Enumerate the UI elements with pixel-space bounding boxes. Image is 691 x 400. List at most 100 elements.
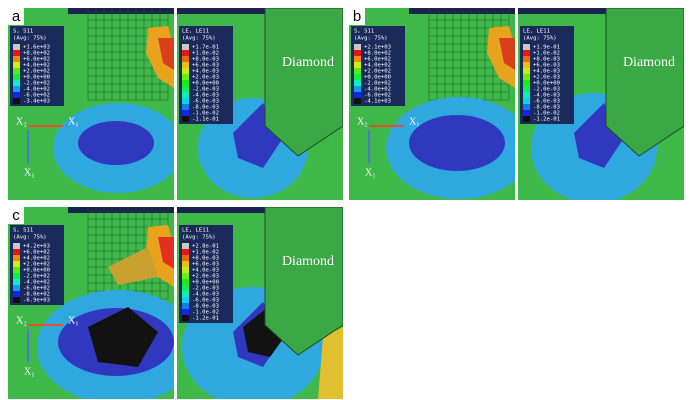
legend-swatch bbox=[523, 74, 530, 80]
legend-value: -1.0e-02 bbox=[192, 310, 219, 316]
legend-swatch bbox=[182, 249, 189, 255]
diamond-shape bbox=[264, 8, 343, 157]
legend-value: +2.1e+03 bbox=[364, 45, 391, 51]
legend-swatch bbox=[13, 80, 20, 86]
legend-swatch bbox=[13, 86, 20, 92]
legend-swatch bbox=[354, 92, 361, 98]
legend-swatch bbox=[13, 267, 20, 273]
legend-swatch bbox=[182, 279, 189, 285]
legend-swatch bbox=[523, 86, 530, 92]
legend-swatch bbox=[182, 297, 189, 303]
legend-swatch bbox=[523, 110, 530, 116]
legend-swatch bbox=[523, 62, 530, 68]
legend-swatch bbox=[13, 68, 20, 74]
legend-value: -4.0e+02 bbox=[23, 87, 50, 93]
legend-value: +4.0e+02 bbox=[23, 256, 50, 262]
legend-value: -1.0e-02 bbox=[192, 111, 219, 117]
compress-core bbox=[78, 121, 154, 165]
legend-value: -6.0e-03 bbox=[192, 298, 219, 304]
legend-value: +4.2e+03 bbox=[23, 244, 50, 250]
legend-value: +2.0e-03 bbox=[533, 75, 560, 81]
legend-value: +2.0e+02 bbox=[23, 69, 50, 75]
legend-subtitle: (Avg: 75%) bbox=[354, 36, 388, 42]
legend-swatch bbox=[182, 309, 189, 315]
legend-swatch bbox=[13, 243, 20, 249]
axis-label: X₁ bbox=[409, 116, 420, 127]
diamond-label: Diamond bbox=[282, 254, 334, 269]
panel-letter: a bbox=[12, 8, 21, 25]
divider bbox=[174, 8, 177, 200]
legend-value: +6.0e+02 bbox=[364, 57, 391, 63]
legend-title: LE, LE11 bbox=[523, 29, 550, 35]
legend-subtitle: (Avg: 75%) bbox=[182, 36, 216, 42]
legend-value: +6.0e-03 bbox=[533, 63, 560, 69]
legend-value: -2.0e-03 bbox=[192, 87, 219, 93]
panel-letter: c bbox=[12, 207, 20, 224]
divider bbox=[174, 207, 177, 399]
legend-swatch bbox=[523, 56, 530, 62]
legend-swatch bbox=[354, 80, 361, 86]
legend-value: +0.0e+00 bbox=[192, 280, 219, 286]
legend-swatch bbox=[354, 98, 361, 104]
legend-swatch bbox=[354, 86, 361, 92]
legend-swatch bbox=[13, 56, 20, 62]
legend-subtitle: (Avg: 75%) bbox=[13, 235, 47, 241]
legend-value: -2.0e-03 bbox=[192, 286, 219, 292]
diamond-label: Diamond bbox=[623, 55, 675, 70]
legend-swatch bbox=[13, 44, 20, 50]
hot-core bbox=[158, 237, 174, 269]
legend-swatch bbox=[354, 56, 361, 62]
legend-swatch bbox=[182, 50, 189, 56]
top-edge bbox=[68, 8, 174, 14]
legend-value: -1.0e-02 bbox=[533, 111, 560, 117]
legend-swatch bbox=[354, 44, 361, 50]
legend-value: -6.0e+02 bbox=[23, 286, 50, 292]
panel-letter: b bbox=[353, 8, 361, 25]
legend-value: +2.8e-01 bbox=[192, 244, 219, 250]
legend-swatch bbox=[182, 62, 189, 68]
compress-peak bbox=[88, 307, 158, 367]
legend-swatch bbox=[523, 68, 530, 74]
legend-value: -8.0e-03 bbox=[192, 105, 219, 111]
legend-swatch bbox=[182, 86, 189, 92]
legend-swatch bbox=[13, 285, 20, 291]
compress-core bbox=[409, 115, 505, 171]
legend-value: +8.0e+02 bbox=[23, 51, 50, 57]
legend-value: +0.0e+00 bbox=[192, 81, 219, 87]
top-edge bbox=[518, 8, 684, 14]
top-edge bbox=[177, 8, 343, 14]
legend-value: -4.0e+02 bbox=[23, 280, 50, 286]
legend-swatch bbox=[182, 243, 189, 249]
legend-swatch bbox=[354, 62, 361, 68]
legend-value: +2.0e-03 bbox=[192, 75, 219, 81]
legend-value: -4.1e+03 bbox=[364, 99, 391, 105]
legend-swatch bbox=[523, 50, 530, 56]
letter-box bbox=[8, 207, 24, 224]
legend-swatch bbox=[13, 74, 20, 80]
top-edge bbox=[68, 207, 174, 213]
legend-value: -2.0e+02 bbox=[23, 274, 50, 280]
legend-swatch bbox=[523, 98, 530, 104]
legend-swatch bbox=[182, 98, 189, 104]
legend-swatch bbox=[523, 44, 530, 50]
legend-value: +4.0e+02 bbox=[364, 63, 391, 69]
legend-swatch bbox=[182, 261, 189, 267]
legend-value: +2.0e+02 bbox=[23, 262, 50, 268]
legend-swatch bbox=[182, 285, 189, 291]
legend-swatch bbox=[182, 110, 189, 116]
legend-swatch bbox=[182, 104, 189, 110]
legend-swatch bbox=[182, 315, 189, 321]
legend-swatch bbox=[13, 273, 20, 279]
legend-swatch bbox=[13, 279, 20, 285]
legend-swatch bbox=[13, 92, 20, 98]
top-edge bbox=[409, 8, 515, 14]
legend-value: +8.0e-03 bbox=[192, 256, 219, 262]
legend-title: S, S11 bbox=[13, 228, 33, 234]
legend-value: -6.0e-03 bbox=[192, 99, 219, 105]
legend-value: +0.0e+00 bbox=[23, 75, 50, 81]
legend-value: +4.0e+02 bbox=[23, 63, 50, 69]
legend-swatch bbox=[182, 116, 189, 122]
